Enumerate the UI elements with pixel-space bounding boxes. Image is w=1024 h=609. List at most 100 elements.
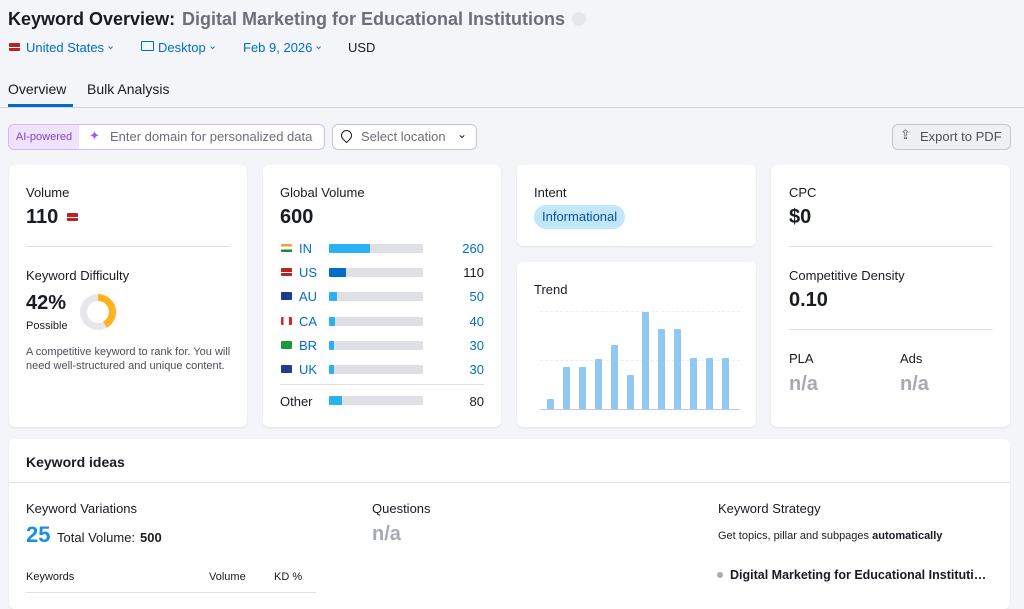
- card: [9, 439, 1010, 609]
- chevron: ⌄: [106, 40, 116, 52]
- flag: [281, 316, 292, 325]
- location-select[interactable]: [332, 124, 477, 150]
- label: Keyword Variations: [26, 501, 138, 516]
- global-volume-value: 600: [280, 206, 314, 228]
- bar: [329, 292, 337, 302]
- label: Volume: [26, 185, 70, 200]
- icon: ⇪: [900, 127, 911, 142]
- placeholder: Enter domain for personalized data: [110, 129, 313, 144]
- country-code[interactable]: IN: [299, 241, 312, 256]
- country-value[interactable]: 40: [469, 313, 484, 329]
- flag: [67, 213, 78, 221]
- column-header: Keywords: [26, 571, 75, 583]
- country-value[interactable]: 30: [469, 362, 484, 377]
- flag: [281, 340, 292, 349]
- device-select[interactable]: Desktop: [158, 40, 206, 55]
- text: Get topics, pillar and subpages: [718, 530, 870, 542]
- tab-active[interactable]: Overview: [8, 81, 67, 97]
- country-code[interactable]: AU: [299, 289, 318, 305]
- kd-level: Possible: [26, 320, 68, 332]
- trend-bar: [626, 375, 634, 409]
- divider: [789, 246, 993, 247]
- trend-bar: [674, 329, 682, 409]
- card: [771, 165, 1010, 427]
- bar: [329, 244, 370, 253]
- tab[interactable]: Bulk Analysis: [87, 81, 170, 97]
- country-code[interactable]: US: [299, 265, 318, 281]
- trend-bar: [721, 357, 729, 409]
- divider: [26, 592, 316, 593]
- grid-line: [540, 311, 740, 312]
- bar: [329, 365, 334, 374]
- flag: [9, 43, 20, 51]
- label: Trend: [534, 282, 568, 297]
- trend-bar: [610, 344, 618, 409]
- trend-bar: [642, 312, 650, 409]
- country-value[interactable]: 30: [469, 337, 484, 353]
- trend-bar: [562, 367, 570, 409]
- placeholder: Select location: [361, 129, 446, 144]
- other-label: Other: [280, 394, 313, 409]
- intent-badge: Informational: [534, 205, 626, 229]
- country-select[interactable]: United States: [26, 40, 105, 55]
- flag: [281, 292, 292, 301]
- divider: [280, 384, 484, 385]
- trend-bar: [594, 358, 602, 409]
- bar-track: [329, 268, 423, 278]
- grid-line: [540, 360, 740, 361]
- density-value: 0.10: [789, 289, 828, 311]
- label: PLA: [789, 351, 814, 366]
- country-code[interactable]: UK: [299, 362, 318, 377]
- card: [9, 165, 247, 427]
- icon: [141, 41, 154, 51]
- country-code[interactable]: CA: [299, 313, 318, 329]
- country-value[interactable]: 260: [462, 241, 484, 256]
- label: Global Volume: [280, 185, 365, 200]
- text: automatically: [872, 530, 943, 542]
- bar-track: [329, 244, 423, 253]
- trend-bar: [547, 399, 554, 409]
- label: Total Volume:: [57, 530, 136, 545]
- chevron: ⌄: [314, 40, 324, 52]
- chevron: ⌄: [457, 127, 468, 141]
- variations-count[interactable]: 25: [26, 522, 51, 547]
- baseline: [540, 409, 740, 410]
- card: [517, 262, 756, 427]
- currency: USD: [348, 40, 376, 55]
- page-title: Keyword Overview:: [8, 9, 176, 29]
- bar-track: [329, 292, 423, 302]
- export-button[interactable]: [892, 124, 1011, 150]
- pla-value: n/a: [789, 373, 818, 395]
- icon: ✦: [89, 128, 100, 143]
- trend-bar: [706, 357, 713, 409]
- flag: [281, 365, 292, 373]
- chevron: ⌄: [208, 40, 218, 52]
- tab-underline: [8, 104, 73, 107]
- country-value[interactable]: 50: [469, 289, 484, 305]
- label: CPC: [789, 185, 817, 200]
- label: Keyword Difficulty: [26, 268, 130, 283]
- export-label[interactable]: Export to PDF: [920, 129, 1002, 144]
- bar: [329, 268, 347, 278]
- country-code[interactable]: BR: [299, 337, 318, 353]
- section-title: Keyword ideas: [26, 454, 125, 470]
- flag: [281, 244, 292, 252]
- cpc-value: $0: [789, 206, 812, 228]
- bar: [329, 396, 342, 405]
- country-value: 110: [463, 265, 484, 281]
- date-select[interactable]: Feb 9, 2026: [243, 40, 313, 55]
- column-header: KD %: [274, 571, 303, 583]
- bar-track: [329, 365, 423, 374]
- description: Get topics, pillar and subpages automati…: [718, 530, 942, 542]
- strategy-keyword[interactable]: Digital Marketing for Educational Instit…: [730, 568, 987, 582]
- ai-badge: AI-powered: [9, 125, 79, 149]
- ads-value: n/a: [900, 373, 929, 395]
- trend-bar: [658, 329, 666, 409]
- divider: [26, 246, 230, 247]
- label: Ads: [900, 351, 923, 366]
- kd-donut: [80, 294, 116, 330]
- volume-value: 110: [26, 206, 59, 228]
- bar-track: [329, 340, 423, 350]
